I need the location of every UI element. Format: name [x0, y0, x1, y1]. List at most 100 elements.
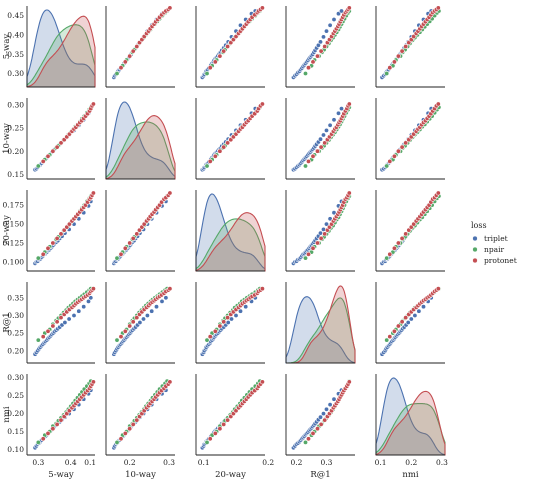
panel-nmi-vs-5-way: 0.10 0.15 0.20 0.25 0.30 nmi 0.3 0.4 5-way	[2, 373, 96, 480]
point-protonet-3-5-way-20-way	[54, 235, 60, 241]
legend-marker-protonet	[472, 257, 478, 264]
point-protonet-2-20-way-5-way	[217, 53, 223, 59]
point-protonet-3-R@1-5-way	[318, 48, 324, 54]
point-protonet-3-nmi-5-way	[399, 48, 405, 54]
kde-protonet-5-way	[26, 15, 96, 88]
point-triplet-23-R@1-nmi	[327, 402, 333, 408]
point-protonet-4-5-way-20-way	[58, 231, 64, 237]
point-protonet-0-10-way-5-way	[118, 65, 124, 71]
point-protonet-20-5-way-R@1	[90, 286, 96, 292]
point-npair-0-5-way-nmi	[35, 439, 41, 445]
legend-marker-triplet	[472, 235, 478, 242]
y-tick-label: 0.100	[3, 258, 25, 267]
kde-protonet-20-way	[195, 212, 266, 272]
y-tick-label: 0.10	[7, 445, 24, 454]
point-protonet-2-10-way-5-way	[127, 53, 133, 59]
y-tick-label: 0.125	[3, 239, 25, 248]
point-protonet-3-20-way-R@1	[221, 319, 227, 325]
point-triplet-20-R@1-10-way	[317, 136, 323, 142]
point-protonet-20-10-way-R@1	[167, 286, 173, 292]
x-tick-label: 0.1	[198, 458, 210, 467]
panel-5-way-vs-5-way: 0.30 0.35 0.40 0.45 5-way	[2, 6, 96, 88]
legend-label-protonet: protonet	[484, 256, 517, 265]
point-protonet-1-nmi-10-way	[391, 153, 397, 159]
kde-npair-nmi	[375, 403, 446, 456]
panel-10-way-vs-nmi	[375, 98, 445, 180]
y-tick-label: 0.175	[3, 201, 25, 210]
point-protonet-0-10-way-20-way	[118, 251, 124, 257]
point-triplet-21-R@1-5-way	[320, 34, 326, 40]
point-protonet-0-nmi-20-way	[387, 251, 393, 257]
point-protonet-4-20-way-10-way	[225, 140, 231, 146]
point-npair-0-10-way-5-way	[114, 71, 120, 77]
panel-5-way-vs-20-way	[195, 5, 265, 88]
panel-nmi-vs-nmi: 0.1 0.2 0.3 nmi	[375, 374, 448, 480]
point-protonet-2-20-way-nmi	[217, 426, 223, 432]
point-triplet-22-20-way-R@1	[233, 312, 239, 318]
point-protonet-20-R@1-10-way	[346, 101, 352, 107]
point-protonet-20-10-way-20-way	[167, 190, 173, 196]
y-tick-label: 0.25	[7, 391, 24, 400]
point-npair-0-5-way-20-way	[35, 255, 41, 261]
y-tick-label: 0.35	[7, 50, 24, 59]
panel-5-way-vs-nmi	[375, 5, 445, 88]
point-protonet-3-10-way-nmi	[130, 421, 136, 427]
point-protonet-0-R@1-nmi	[305, 436, 311, 442]
x-tick-label: 0.3	[163, 458, 175, 467]
point-npair-0-R@1-nmi	[302, 439, 308, 445]
x-tick-label: 0.2	[262, 458, 274, 467]
point-npair-0-5-way-10-way	[35, 163, 41, 169]
point-protonet-1-20-way-10-way	[212, 153, 218, 159]
point-protonet-2-R@1-nmi	[314, 426, 320, 432]
point-protonet-0-nmi-R@1	[387, 334, 393, 340]
y-axis-label-20-way: 20-way	[2, 215, 12, 246]
point-triplet-26-10-way-R@1	[163, 295, 169, 301]
point-protonet-20-5-way-20-way	[90, 190, 96, 196]
point-protonet-3-20-way-10-way	[221, 144, 227, 150]
point-protonet-4-R@1-10-way	[322, 140, 328, 146]
point-protonet-20-20-way-5-way	[259, 5, 265, 11]
point-protonet-1-nmi-R@1	[391, 328, 397, 334]
point-triplet-25-R@1-10-way	[335, 110, 341, 116]
point-protonet-4-nmi-R@1	[403, 315, 409, 321]
point-triplet-20-nmi-R@1	[405, 319, 411, 325]
panel-nmi-vs-20-way: 0.1 0.2 20-way	[195, 374, 274, 480]
point-protonet-4-R@1-20-way	[322, 231, 328, 237]
y-axis-label-R@1: R@1	[2, 312, 12, 332]
point-protonet-0-20-way-nmi	[207, 436, 213, 442]
x-tick-label: 0.3	[321, 458, 333, 467]
point-triplet-20-5-way-R@1	[62, 319, 68, 325]
panel-20-way-vs-R@1	[285, 190, 355, 272]
point-protonet-4-10-way-20-way	[134, 231, 140, 237]
point-protonet-20-nmi-10-way	[435, 101, 441, 107]
y-tick-label: 0.30	[7, 101, 24, 110]
point-triplet-20-20-way-R@1	[225, 319, 231, 325]
point-triplet-20-R@1-20-way	[317, 230, 323, 236]
panel-10-way-vs-5-way: 0.15 0.20 0.25 0.30 10-way	[2, 98, 96, 180]
point-protonet-3-20-way-nmi	[221, 421, 227, 427]
panel-20-way-vs-nmi	[375, 190, 445, 272]
point-protonet-1-5-way-R@1	[45, 328, 51, 334]
kde-npair-R@1	[286, 297, 356, 364]
panel-20-way-vs-5-way: 0.100 0.125 0.150 0.175 20-way	[2, 190, 96, 272]
point-npair-0-5-way-R@1	[35, 337, 41, 343]
point-triplet-21-R@1-nmi	[320, 411, 326, 417]
point-triplet-21-nmi-R@1	[408, 316, 414, 322]
point-protonet-4-10-way-5-way	[134, 43, 140, 49]
point-protonet-20-5-way-nmi	[90, 379, 96, 385]
x-tick-label: 0.4	[65, 458, 77, 467]
point-protonet-2-R@1-5-way	[314, 53, 320, 59]
kde-triplet-10-way	[105, 101, 176, 180]
y-axis-label-nmi: nmi	[2, 406, 12, 423]
point-protonet-20-nmi-5-way	[435, 5, 441, 11]
point-triplet-21-5-way-R@1	[66, 316, 72, 322]
x-tick-label: 0.1	[375, 458, 387, 467]
legend-label-triplet: triplet	[484, 234, 508, 243]
point-protonet-1-20-way-5-way	[212, 59, 218, 65]
point-npair-0-20-way-5-way	[204, 71, 210, 77]
point-protonet-1-nmi-20-way	[391, 245, 397, 251]
panel-20-way-vs-10-way	[105, 190, 175, 272]
point-npair-0-10-way-R@1	[114, 337, 120, 343]
y-tick-label: 0.15	[7, 170, 24, 179]
